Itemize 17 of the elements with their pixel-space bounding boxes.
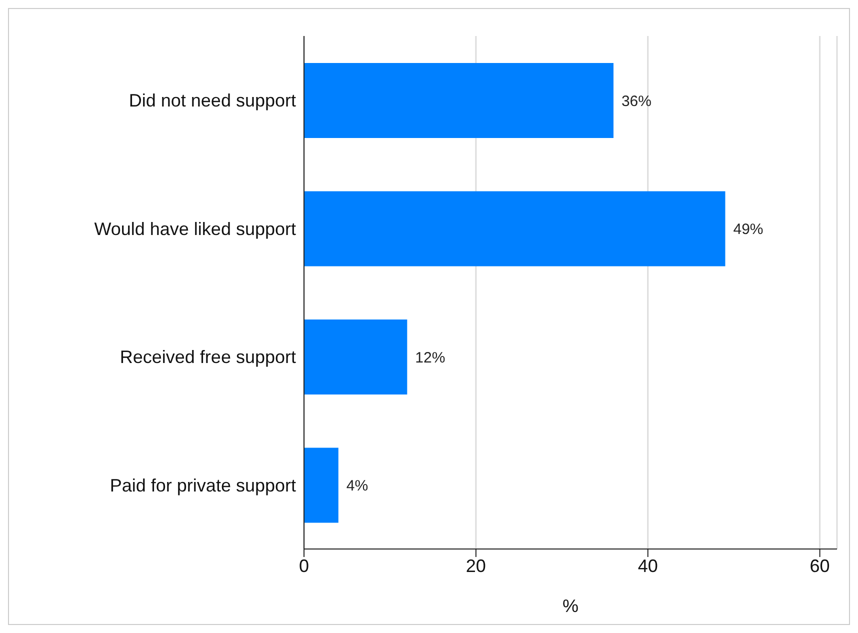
bar bbox=[304, 320, 408, 394]
x-tick-label: 40 bbox=[638, 556, 658, 576]
x-tick-label: 0 bbox=[298, 556, 310, 576]
y-tick-label: Paid for private support bbox=[110, 475, 296, 496]
data-label: 49% bbox=[733, 221, 764, 238]
x-axis-title: % bbox=[562, 596, 579, 616]
data-label: 36% bbox=[621, 92, 652, 110]
data-label: 4% bbox=[346, 478, 368, 495]
x-tick-label: 60 bbox=[810, 556, 830, 576]
y-tick-label: Would have liked support bbox=[94, 218, 296, 239]
y-tick-label: Received free support bbox=[120, 347, 296, 368]
bar bbox=[304, 191, 726, 266]
bar bbox=[304, 63, 614, 138]
data-label: 12% bbox=[415, 349, 446, 366]
x-tick-label: 20 bbox=[466, 556, 486, 576]
bar bbox=[304, 448, 338, 523]
y-tick-label: Did not need support bbox=[128, 90, 296, 111]
